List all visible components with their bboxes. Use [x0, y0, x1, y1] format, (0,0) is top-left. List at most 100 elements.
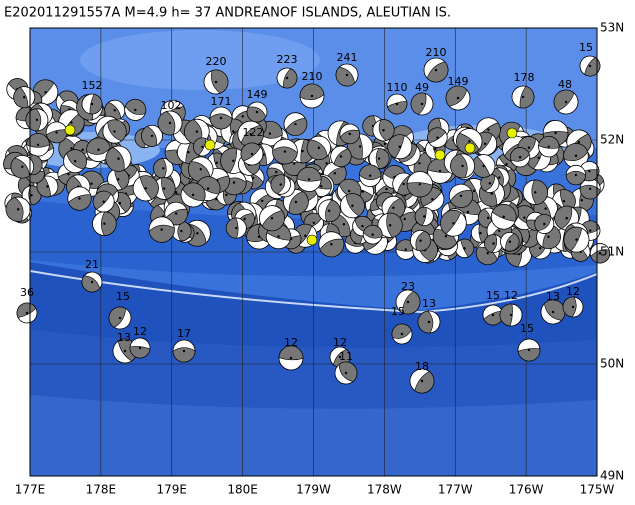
ball-quadrant: [484, 234, 498, 253]
ball-quadrant: [378, 119, 395, 141]
ball-quadrant: [129, 346, 151, 359]
beachball: [317, 199, 341, 223]
ball-quadrant: [182, 182, 206, 202]
ball-dot: [463, 247, 466, 250]
ball-dot: [36, 143, 40, 147]
ball-dot: [547, 235, 550, 238]
depth-label: 18: [415, 360, 429, 373]
ball-dot: [23, 95, 26, 99]
ball-dot: [17, 208, 20, 211]
ball-dot: [420, 379, 424, 383]
ball-dot: [44, 90, 47, 94]
lat-label: 53N: [600, 21, 624, 35]
ball-quadrant: [426, 61, 449, 83]
lon-label: 177W: [438, 483, 473, 497]
ball-dot: [486, 216, 490, 220]
ball-dot: [392, 206, 395, 209]
ball-dot: [456, 96, 460, 100]
ball-dot: [385, 187, 388, 191]
ball-dot: [304, 234, 307, 237]
ball-quadrant: [538, 136, 560, 149]
depth-label: 11: [339, 350, 353, 363]
beachball: [26, 133, 50, 157]
depth-label: 15: [579, 41, 593, 54]
ball-quadrant: [193, 137, 207, 156]
ball-dot: [293, 162, 296, 165]
ball-quadrant: [278, 345, 304, 361]
beachball: [246, 101, 268, 123]
ball-dot: [195, 130, 199, 133]
ball-dot: [144, 187, 147, 190]
ball-quadrant: [141, 126, 158, 147]
beachball: [129, 337, 151, 359]
beachball: [471, 154, 496, 178]
ball-dot: [562, 199, 566, 203]
ball-dot: [196, 232, 199, 235]
ball-dot: [418, 183, 422, 186]
beachball: [517, 338, 541, 362]
depth-label: 220: [206, 55, 227, 68]
ball-dot: [163, 187, 166, 190]
beachball: [104, 99, 126, 121]
ball-dot: [571, 305, 575, 309]
beachball: [500, 231, 520, 252]
beachball: [414, 206, 434, 227]
ball-quadrant: [89, 93, 103, 115]
ball-quadrant: [16, 302, 37, 318]
ball-dot: [90, 280, 94, 284]
ball-dot: [461, 164, 464, 168]
beachball: [299, 83, 325, 109]
beachball: [335, 63, 359, 87]
depth-label: 152: [82, 79, 103, 92]
ball-quadrant: [288, 191, 309, 215]
ball-dot: [117, 157, 120, 160]
ball-quadrant: [285, 117, 308, 136]
ball-dot: [344, 371, 348, 375]
ball-dot: [118, 316, 122, 320]
beachball: [203, 69, 229, 95]
beachball: [278, 345, 304, 371]
beachball: [540, 299, 566, 325]
ball-quadrant: [563, 226, 583, 252]
ball-quadrant: [299, 83, 325, 100]
ball-dot: [395, 102, 399, 106]
ball-dot: [382, 129, 385, 132]
ball-quadrant: [440, 210, 462, 235]
beachball: [409, 368, 435, 394]
ball-quadrant: [505, 233, 520, 252]
depth-label: 210: [426, 46, 447, 59]
ball-quadrant: [415, 230, 432, 252]
ball-quadrant: [270, 174, 286, 195]
ball-dot: [268, 132, 272, 135]
ball-dot: [487, 128, 490, 131]
ball-dot: [492, 242, 495, 245]
ball-quadrant: [410, 92, 427, 115]
ball-dot: [403, 217, 406, 221]
beachball: [454, 238, 475, 259]
ball-dot: [285, 76, 289, 80]
ball-quadrant: [139, 175, 159, 200]
depth-label: 210: [302, 70, 323, 83]
ball-quadrant: [161, 177, 176, 200]
ball-dot: [434, 147, 437, 151]
ball-dot: [275, 170, 278, 174]
beachball: [490, 203, 517, 230]
ball-quadrant: [296, 167, 322, 182]
ball-quadrant: [562, 296, 577, 318]
beachball: [339, 123, 361, 145]
ball-dot: [468, 140, 471, 143]
beachball: [180, 182, 206, 208]
ball-dot: [419, 239, 422, 242]
depth-label: 12: [333, 336, 347, 349]
ball-quadrant: [590, 249, 611, 264]
beachball: [499, 303, 523, 327]
ball-dot: [565, 216, 568, 220]
ball-dot: [505, 162, 508, 166]
beachball: [368, 148, 390, 170]
ball-dot: [444, 234, 448, 238]
depth-label: 102: [161, 99, 182, 112]
ball-dot: [168, 121, 172, 125]
ball-dot: [25, 311, 29, 315]
ball-dot: [472, 189, 476, 193]
ball-dot: [438, 169, 442, 173]
